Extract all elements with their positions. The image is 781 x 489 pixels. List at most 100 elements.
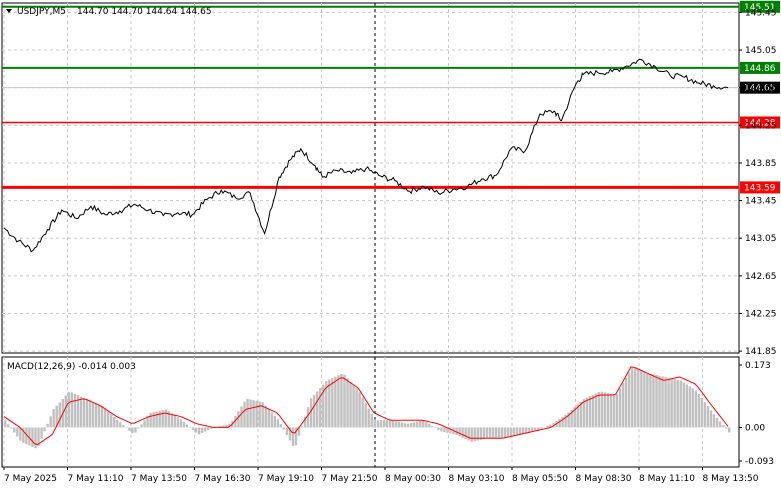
- chart-menu-triangle-icon[interactable]: [6, 9, 12, 13]
- level-tag-144.28: [740, 116, 780, 129]
- macd-histogram-bar: [182, 421, 186, 428]
- macd-histogram-bar: [31, 427, 34, 447]
- macd-histogram-bar: [322, 384, 325, 428]
- macd-histogram-bar: [25, 427, 28, 445]
- price-tick-label: 143.05: [745, 234, 777, 244]
- macd-signal-line: [3, 366, 729, 446]
- macd-histogram-bar: [255, 400, 258, 428]
- macd-histogram-bar: [658, 375, 661, 428]
- macd-histogram-bar: [382, 420, 386, 428]
- macd-histogram-bar: [434, 427, 437, 429]
- macd-histogram-bar: [437, 427, 440, 431]
- time-tick-label: 8 May 11:10: [639, 474, 695, 484]
- level-label: 145.51: [744, 3, 776, 13]
- macd-histogram-bar: [694, 390, 698, 428]
- price-series: [3, 58, 729, 253]
- macd-histogram-bar: [4, 420, 7, 428]
- macd-histogram-bar: [103, 408, 107, 428]
- macd-histogram-bar: [10, 427, 13, 429]
- macd-histogram-bar: [394, 421, 398, 428]
- time-axis: 7 May 2025 7 May 11:10 7 May 13:50 7 May 16…: [3, 467, 759, 484]
- macd-histogram-bar: [691, 388, 695, 428]
- macd-histogram-bar: [334, 376, 337, 428]
- macd-histogram-bar: [509, 427, 513, 437]
- level-label: 143.59: [744, 183, 776, 193]
- macd-histogram-bar: [476, 427, 479, 441]
- macd-histogram-bar: [367, 408, 370, 428]
- macd-histogram-bar: [222, 425, 225, 428]
- macd-histogram-bar: [152, 412, 155, 428]
- macd-histogram-bar: [515, 427, 519, 436]
- macd-histogram-bar: [540, 427, 543, 429]
- macd-histogram-bar: [700, 397, 704, 428]
- macd-histogram-bar: [600, 391, 604, 428]
- time-tick-label: 8 May 00:30: [385, 474, 441, 484]
- macd-histogram-bar: [440, 427, 443, 432]
- macd-histogram-bar: [697, 393, 701, 428]
- time-tick-label: 8 May 13:50: [703, 474, 759, 484]
- macd-histogram-bar: [670, 378, 673, 428]
- macd-histogram-bar: [264, 405, 267, 428]
- macd-histogram-bar: [140, 424, 143, 428]
- macd-tick-label: 0.00: [745, 423, 765, 433]
- macd-histogram-bar: [155, 411, 158, 428]
- macd-histogram-bar: [122, 425, 125, 428]
- macd-histogram-bar: [594, 393, 598, 428]
- macd-histogram-bar: [634, 367, 637, 428]
- macd-histogram-bar: [391, 420, 395, 428]
- macd-histogram-bar: [497, 427, 501, 439]
- macd-histogram-bar: [721, 425, 725, 428]
- symbol-timeframe: USDJPY,M5: [17, 7, 66, 17]
- macd-histogram-bar: [128, 427, 131, 431]
- macd-histogram-bar: [243, 401, 246, 428]
- macd-histogram-bar: [76, 395, 80, 428]
- macd-histogram-bar: [461, 427, 464, 438]
- macd-histogram-bar: [349, 381, 352, 428]
- macd-histogram-bar: [297, 427, 301, 436]
- macd-histogram-bar: [712, 414, 716, 428]
- macd-histogram-bar: [252, 400, 255, 428]
- macd-histogram-bar: [319, 388, 322, 428]
- macd-histogram-bar: [143, 420, 146, 428]
- macd-histogram-bar: [646, 372, 649, 428]
- macd-histogram-bar: [116, 419, 119, 428]
- macd-histogram-bar: [591, 394, 595, 428]
- macd-histogram-bar: [303, 416, 307, 428]
- macd-histogram-bar: [209, 427, 213, 429]
- macd-histogram-bar: [715, 417, 719, 428]
- macd-histogram-bar: [100, 406, 104, 428]
- macd-histogram-bar: [370, 413, 373, 428]
- macd-histogram-bar: [597, 392, 601, 428]
- macd-histogram-bar: [191, 427, 195, 430]
- macd-histogram-bar: [470, 427, 473, 442]
- macd-histogram-bar: [585, 397, 589, 428]
- macd-histogram-bar: [85, 399, 89, 428]
- price-tick-label: 142.25: [745, 309, 777, 319]
- macd-histogram-bar: [588, 396, 592, 428]
- macd-histogram-bar: [361, 397, 364, 428]
- macd-histogram-bar: [158, 410, 161, 428]
- time-tick-label: 8 May 05:50: [512, 474, 568, 484]
- macd-histogram-bar: [652, 374, 655, 428]
- macd-histogram-bar: [240, 406, 243, 428]
- macd-histogram-bar: [464, 427, 467, 440]
- macd-histogram-bar: [343, 374, 346, 428]
- macd-histogram-bar: [55, 405, 58, 428]
- macd-histogram-bar: [491, 427, 495, 439]
- macd-histogram-bar: [149, 412, 152, 428]
- macd-histogram-bar: [337, 375, 340, 428]
- time-tick-label: 7 May 13:50: [131, 474, 187, 484]
- macd-histogram-bar: [397, 421, 401, 428]
- macd-histogram-bar: [385, 420, 389, 428]
- macd-histogram-bar: [415, 421, 419, 428]
- macd-histogram-bar: [203, 427, 207, 432]
- macd-histogram-bar: [43, 427, 46, 432]
- macd-histogram-bar: [64, 395, 67, 428]
- macd-histogram-bar: [285, 427, 289, 435]
- macd-histogram-bar: [503, 427, 507, 439]
- main-panel-frame: [1, 2, 740, 354]
- macd-histogram-bar: [528, 427, 531, 433]
- macd-histogram-bar: [58, 402, 61, 428]
- macd-histogram-bar: [688, 386, 692, 428]
